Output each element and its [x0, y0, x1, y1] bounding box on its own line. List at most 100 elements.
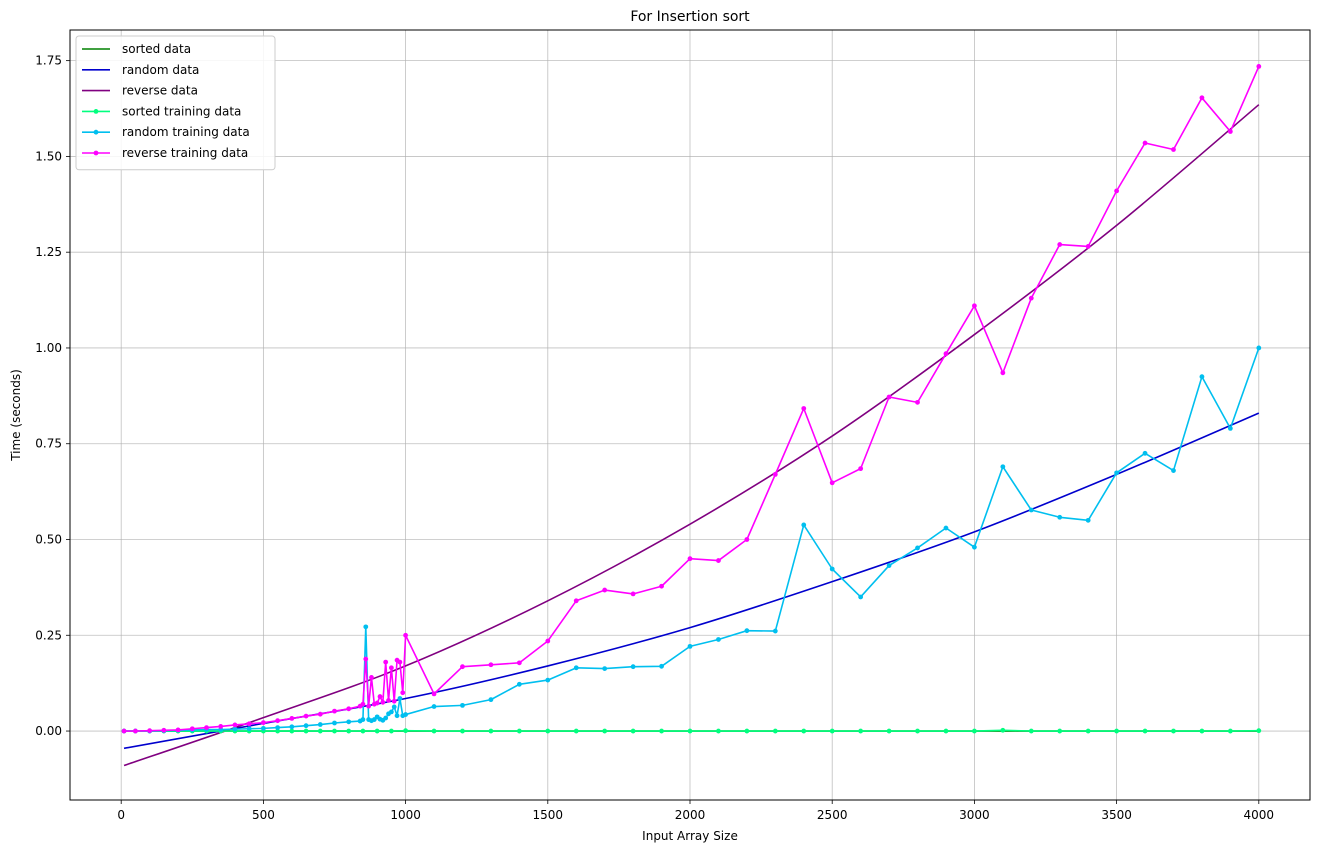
- data-point: [260, 725, 266, 731]
- legend-label: reverse training data: [122, 146, 248, 160]
- data-point: [366, 703, 372, 709]
- data-point: [317, 722, 323, 727]
- data-point: [943, 351, 949, 357]
- data-point: [346, 706, 352, 712]
- x-tick-label: 500: [252, 808, 275, 822]
- data-point: [303, 723, 309, 729]
- x-tick-label: 4000: [1244, 808, 1275, 822]
- data-point: [972, 303, 977, 309]
- data-point: [1114, 728, 1120, 734]
- data-point: [1171, 468, 1176, 473]
- data-point: [1171, 728, 1176, 734]
- data-point: [829, 566, 835, 572]
- data-point: [1114, 188, 1120, 194]
- data-point: [716, 558, 721, 563]
- data-point: [275, 725, 281, 730]
- data-point: [317, 728, 323, 734]
- data-point: [630, 591, 636, 597]
- data-point: [801, 522, 807, 528]
- data-point: [289, 724, 295, 730]
- data-point: [1256, 63, 1262, 69]
- data-point: [1256, 345, 1262, 351]
- legend-label: reverse data: [122, 84, 198, 98]
- y-tick-label: 1.50: [35, 149, 62, 163]
- y-tick-label: 0.75: [35, 437, 62, 451]
- x-tick-label: 1000: [390, 808, 421, 822]
- data-point: [516, 681, 522, 687]
- x-tick-label: 2500: [817, 808, 848, 822]
- data-point: [1000, 727, 1006, 733]
- data-point: [397, 696, 403, 701]
- data-point: [687, 643, 693, 649]
- data-point: [1057, 242, 1063, 247]
- data-point: [972, 728, 977, 734]
- chart-title: For Insertion sort: [630, 9, 750, 25]
- data-point: [545, 638, 551, 644]
- data-point: [400, 690, 406, 696]
- data-point: [488, 697, 494, 703]
- data-point: [431, 691, 437, 697]
- data-point: [801, 406, 807, 411]
- data-point: [175, 727, 181, 733]
- data-point: [829, 480, 835, 486]
- x-tick-label: 0: [117, 808, 125, 822]
- data-point: [388, 709, 394, 715]
- data-point: [431, 704, 437, 709]
- data-point: [744, 728, 750, 734]
- legend-marker: [93, 129, 99, 135]
- data-point: [1199, 728, 1205, 734]
- y-tick-label: 1.25: [35, 245, 62, 259]
- data-point: [431, 728, 437, 734]
- data-point: [1227, 728, 1233, 734]
- data-point: [1199, 374, 1205, 380]
- data-point: [391, 704, 397, 710]
- x-axis-label: Input Array Size: [642, 829, 738, 843]
- data-point: [1114, 470, 1120, 476]
- data-point: [133, 728, 138, 734]
- data-point: [386, 697, 391, 703]
- data-point: [232, 726, 238, 732]
- data-point: [1227, 426, 1233, 431]
- data-point: [545, 677, 551, 683]
- data-point: [403, 728, 408, 734]
- legend-label: random data: [122, 63, 199, 77]
- data-point: [460, 702, 465, 708]
- data-point: [886, 563, 892, 568]
- data-point: [388, 728, 394, 734]
- data-point: [121, 728, 127, 734]
- data-point: [388, 665, 394, 671]
- data-point: [1000, 464, 1006, 470]
- data-point: [289, 728, 295, 734]
- x-tick-label: 3500: [1101, 808, 1132, 822]
- data-point: [659, 583, 664, 589]
- data-point: [630, 664, 636, 670]
- data-point: [772, 728, 778, 734]
- fit-line-2: [123, 104, 1260, 767]
- data-point: [246, 726, 252, 732]
- data-point: [383, 659, 389, 665]
- data-point: [659, 663, 664, 669]
- data-point: [394, 713, 400, 719]
- data-point: [744, 628, 750, 634]
- data-point: [545, 728, 551, 734]
- data-point: [275, 728, 281, 734]
- legend: sorted data random data reverse data sorted…: [75, 35, 276, 171]
- data-point: [716, 637, 721, 642]
- y-tick-label: 0.00: [35, 724, 62, 738]
- legend-marker: [93, 150, 99, 156]
- data-point: [573, 598, 579, 604]
- data-point: [218, 724, 224, 729]
- data-point: [943, 728, 949, 734]
- data-point: [403, 632, 408, 638]
- data-point: [332, 708, 337, 714]
- data-point: [630, 728, 636, 734]
- legend-label: sorted data: [122, 42, 191, 56]
- data-point: [801, 728, 807, 734]
- training-line-2: [124, 66, 1260, 732]
- data-point: [858, 466, 864, 472]
- data-point: [374, 728, 380, 734]
- legend-marker: [93, 109, 99, 114]
- ticks: 0 500 1000 1500 2000 2500 3000 3500 4000 0.00 0.25…: [35, 54, 1274, 822]
- data-point: [360, 701, 366, 707]
